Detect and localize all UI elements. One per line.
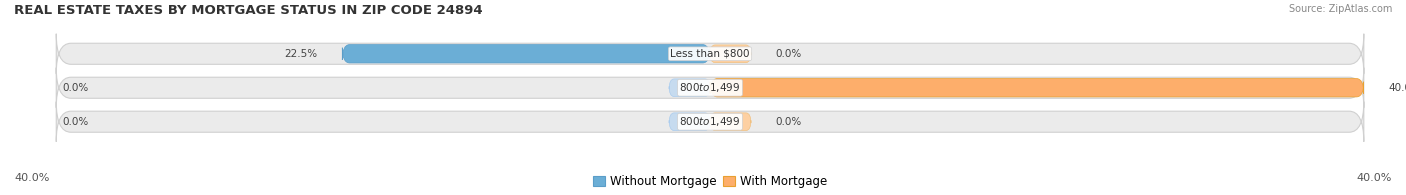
Text: $800 to $1,499: $800 to $1,499 (679, 115, 741, 128)
Legend: Without Mortgage, With Mortgage: Without Mortgage, With Mortgage (588, 170, 832, 192)
Text: Less than $800: Less than $800 (671, 49, 749, 59)
FancyBboxPatch shape (56, 102, 1364, 142)
FancyBboxPatch shape (710, 113, 751, 130)
Text: $800 to $1,499: $800 to $1,499 (679, 81, 741, 94)
Text: 0.0%: 0.0% (776, 49, 801, 59)
FancyBboxPatch shape (669, 79, 710, 97)
FancyBboxPatch shape (56, 34, 1364, 74)
Text: 22.5%: 22.5% (284, 49, 318, 59)
FancyBboxPatch shape (710, 79, 1364, 97)
Text: 0.0%: 0.0% (63, 117, 89, 127)
FancyBboxPatch shape (669, 113, 710, 130)
Text: 40.0%: 40.0% (14, 173, 49, 183)
Text: 40.0%: 40.0% (1357, 173, 1392, 183)
FancyBboxPatch shape (56, 68, 1364, 108)
Text: 0.0%: 0.0% (63, 83, 89, 93)
Text: REAL ESTATE TAXES BY MORTGAGE STATUS IN ZIP CODE 24894: REAL ESTATE TAXES BY MORTGAGE STATUS IN … (14, 4, 482, 17)
Text: 0.0%: 0.0% (776, 117, 801, 127)
Text: Source: ZipAtlas.com: Source: ZipAtlas.com (1288, 4, 1392, 14)
Text: 40.0%: 40.0% (1388, 83, 1406, 93)
FancyBboxPatch shape (342, 45, 710, 63)
FancyBboxPatch shape (710, 45, 751, 63)
